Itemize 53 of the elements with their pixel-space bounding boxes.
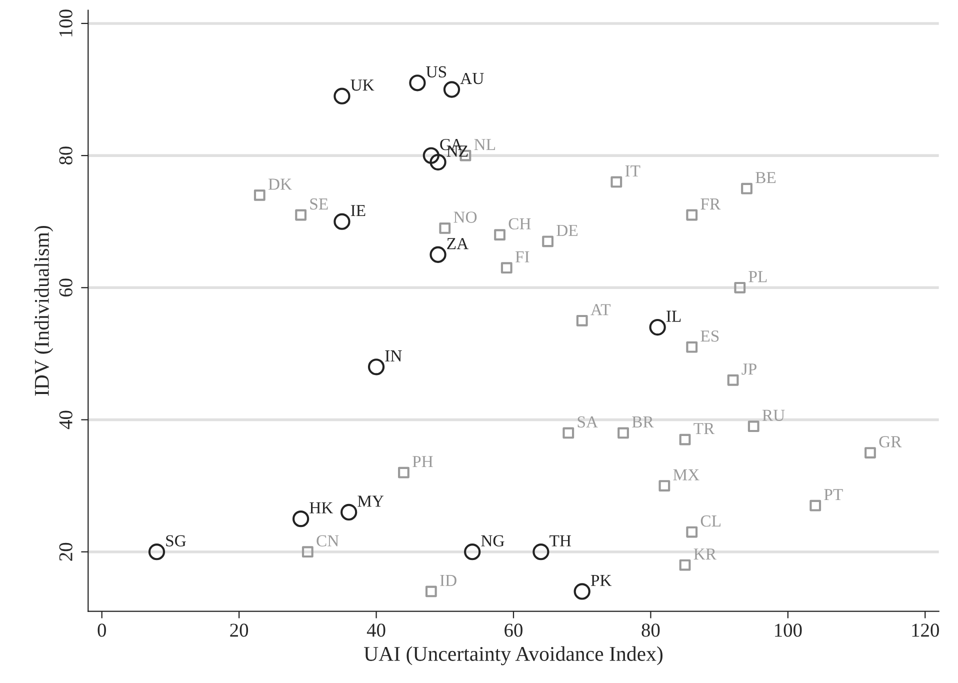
data-label: IL	[666, 310, 681, 322]
y-axis-title: IDV (Individualism)	[34, 226, 54, 396]
y-tick-label: 80	[59, 146, 72, 165]
x-tick-label: 100	[775, 624, 802, 637]
data-label: ES	[700, 330, 719, 342]
data-label: SE	[310, 198, 328, 210]
data-label: SA	[578, 416, 598, 428]
data-label: FR	[700, 198, 721, 210]
data-label: TR	[694, 423, 715, 434]
data-label: BE	[756, 172, 776, 184]
data-label: IN	[385, 350, 402, 362]
data-label: KR	[694, 548, 716, 560]
data-label: NG	[481, 535, 504, 546]
data-label: NL	[474, 139, 496, 150]
x-tick-label: 20	[230, 624, 248, 637]
data-label: TH	[550, 535, 571, 546]
y-tick-label: 60	[59, 278, 72, 297]
data-label: FI	[515, 251, 530, 262]
x-tick-label: 80	[642, 624, 660, 637]
x-tick-label: 60	[504, 624, 522, 637]
data-label: HK	[310, 502, 334, 514]
data-label: AU	[460, 72, 484, 84]
data-label: CN	[316, 535, 339, 546]
data-label: RU	[762, 410, 785, 421]
data-label: GR	[879, 436, 902, 448]
data-label: MY	[358, 496, 384, 507]
data-label: ZA	[447, 238, 468, 250]
data-label: CH	[508, 218, 531, 230]
data-label: JP	[742, 364, 756, 375]
data-label: CL	[700, 515, 720, 527]
data-label: PK	[590, 575, 612, 586]
data-label: AT	[590, 304, 611, 316]
data-label: PH	[412, 456, 433, 468]
y-tick-label: 100	[59, 10, 72, 36]
data-label: BR	[632, 416, 654, 428]
data-label: IT	[625, 166, 640, 176]
data-label: DE	[556, 224, 578, 236]
data-label: NO	[454, 212, 477, 223]
x-tick-label: 0	[98, 624, 106, 637]
x-tick-label: 120	[912, 624, 939, 637]
y-tick-label: 40	[59, 410, 72, 430]
data-label: IE	[350, 205, 366, 216]
x-axis-title: UAI (Uncertainty Avoidance Index)	[364, 646, 662, 666]
data-label: MX	[673, 469, 700, 480]
data-label: PL	[748, 271, 767, 282]
y-tick-label: 20	[59, 542, 72, 561]
data-label: PT	[824, 489, 843, 500]
data-label: ID	[440, 575, 456, 586]
data-label: US	[426, 66, 446, 78]
data-label: DK	[268, 178, 292, 190]
x-tick-label: 40	[366, 624, 386, 637]
data-label: UK	[350, 80, 374, 91]
data-label: SG	[166, 535, 186, 546]
